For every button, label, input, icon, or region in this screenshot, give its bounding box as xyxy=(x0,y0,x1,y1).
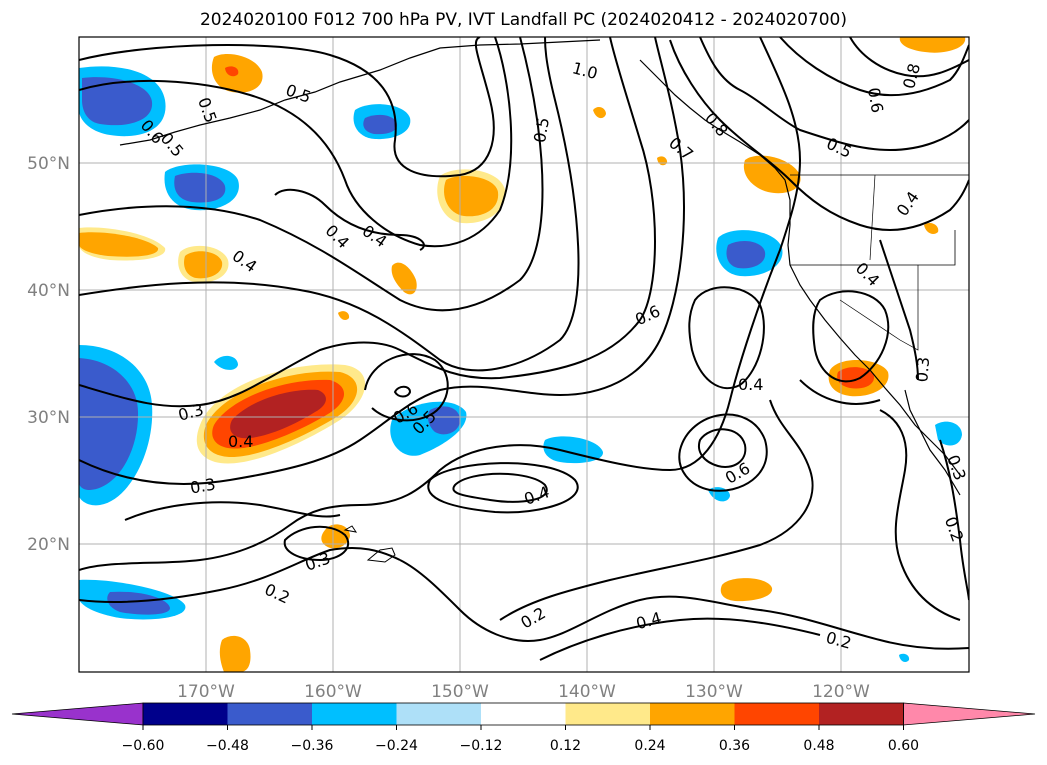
map-title: 2024020100 F012 700 hPa PV, IVT Landfall… xyxy=(199,10,847,30)
latitude-labels: 20°N 30°N 40°N 50°N xyxy=(27,154,70,555)
pv-contours xyxy=(79,37,969,661)
colorbar-tick-label: 0.24 xyxy=(634,738,665,754)
colorbar-segment xyxy=(481,703,566,725)
colorbar-extend-right xyxy=(903,702,1036,726)
map-background xyxy=(79,37,969,672)
colorbar-tick-label: −0.36 xyxy=(291,738,334,754)
lat-tick-label: 30°N xyxy=(27,408,70,428)
contour-label: 0.3 xyxy=(912,356,933,383)
lat-tick-label: 20°N xyxy=(27,535,70,555)
colorbar-tick-label: 0.48 xyxy=(803,738,834,754)
longitude-labels: 170°W 160°W 150°W 140°W 130°W 120°W xyxy=(177,682,870,702)
contour-label: 0.5 xyxy=(530,116,553,144)
colorbar-segment xyxy=(227,703,312,725)
colorbar-ticks xyxy=(142,725,904,730)
colorbar-tick-label: 0.12 xyxy=(550,738,581,754)
contour-label: 0.6 xyxy=(864,86,887,114)
colorbar-tick-labels: −0.60 −0.48 −0.36 −0.24 −0.12 0.12 0.24 … xyxy=(122,738,920,754)
colorbar-segment xyxy=(396,703,481,725)
colorbar-segment xyxy=(734,703,819,725)
contour-label: 0.4 xyxy=(228,432,253,451)
colorbar-segment xyxy=(819,703,904,725)
colorbar-segment xyxy=(143,703,228,725)
colorbar-tick-label: 0.60 xyxy=(888,738,919,754)
lon-tick-label: 150°W xyxy=(431,682,489,702)
map-frame xyxy=(78,36,970,673)
negative-anomaly-fills xyxy=(79,66,962,663)
colorbar: −0.60 −0.48 −0.36 −0.24 −0.12 0.12 0.24 … xyxy=(11,702,1036,754)
lon-tick-label: 140°W xyxy=(558,682,616,702)
contour-label: 0.3 xyxy=(189,474,217,497)
lat-tick-label: 50°N xyxy=(27,154,70,174)
colorbar-extend-left xyxy=(11,702,144,726)
colorbar-tick-label: 0.36 xyxy=(719,738,750,754)
positive-anomaly-fills xyxy=(79,37,966,672)
colorbar-tick-label: −0.24 xyxy=(375,738,418,754)
colorbar-segment xyxy=(565,703,650,725)
lat-tick-label: 40°N xyxy=(27,281,70,301)
colorbar-outline xyxy=(142,702,904,726)
lon-tick-label: 130°W xyxy=(685,682,743,702)
lon-tick-label: 160°W xyxy=(304,682,362,702)
lon-tick-label: 120°W xyxy=(812,682,870,702)
colorbar-tick-label: −0.12 xyxy=(460,738,503,754)
lon-tick-label: 170°W xyxy=(177,682,235,702)
colorbar-segment xyxy=(312,703,397,725)
colorbar-tick-label: −0.48 xyxy=(206,738,249,754)
colorbar-tick-label: −0.60 xyxy=(122,738,165,754)
coastlines xyxy=(119,39,969,563)
colorbar-segment xyxy=(650,703,735,725)
contour-label: 0.4 xyxy=(738,375,763,394)
